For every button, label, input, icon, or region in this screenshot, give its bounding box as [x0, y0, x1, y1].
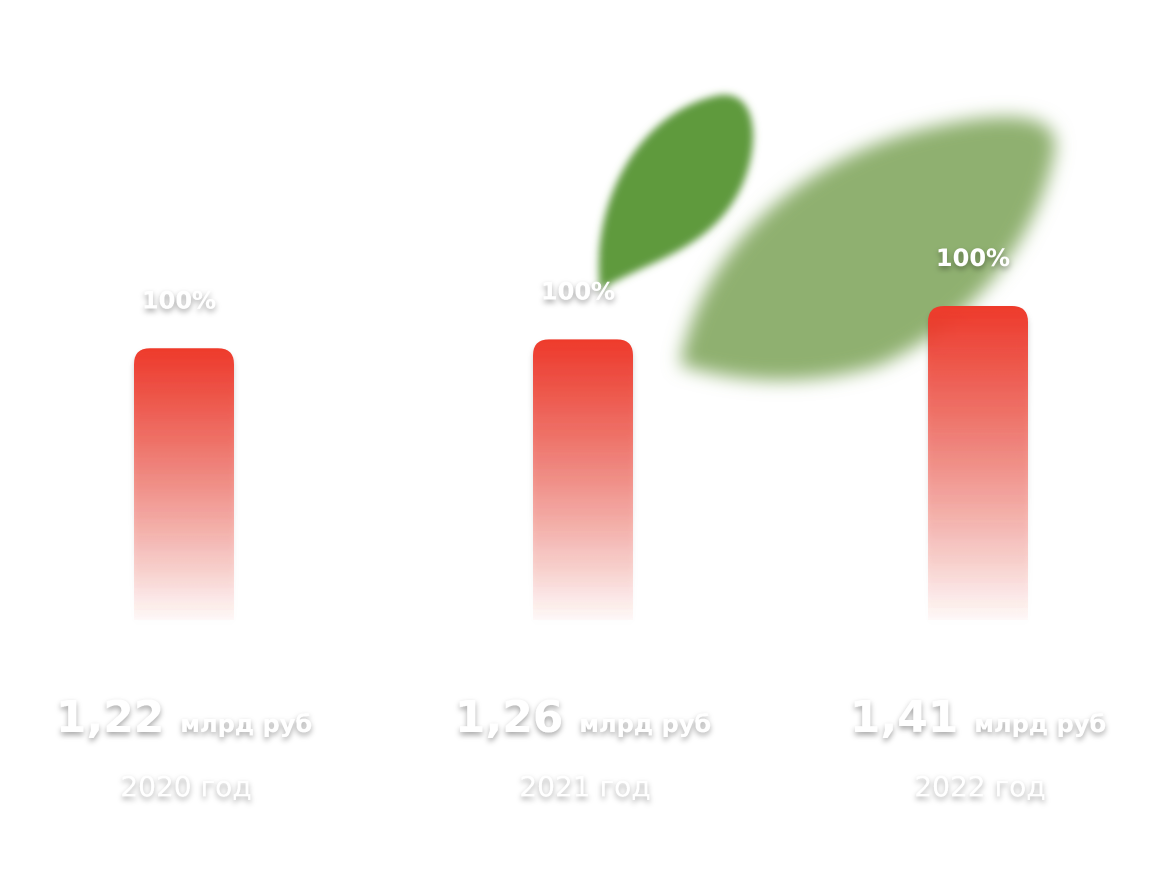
bar [134, 348, 234, 620]
year-label: 2021 год [519, 770, 650, 803]
value-unit: млрд руб [579, 710, 711, 738]
year-label: 2020 год [120, 770, 251, 803]
leaf-large [680, 116, 1056, 381]
value-label: 1,26 млрд руб [455, 692, 711, 743]
percent-label: 100% [936, 244, 1010, 272]
bars: 100% 1,22 млрд руб 2020 год 100% 1,26 млрд руб… [56, 244, 1106, 803]
percent-label: 100% [541, 277, 615, 305]
value-unit: млрд руб [974, 710, 1106, 738]
year-label: 2022 год [914, 770, 1045, 803]
percent-label: 100% [142, 286, 216, 314]
value-number: 1,22 [56, 692, 165, 743]
value-label: 1,22 млрд руб [56, 692, 312, 743]
leaf-small [598, 94, 754, 290]
value-number: 1,26 [455, 692, 564, 743]
bar [533, 339, 633, 620]
value-number: 1,41 [850, 692, 959, 743]
value-unit: млрд руб [180, 710, 312, 738]
value-label: 1,41 млрд руб [850, 692, 1106, 743]
bar [928, 306, 1028, 620]
